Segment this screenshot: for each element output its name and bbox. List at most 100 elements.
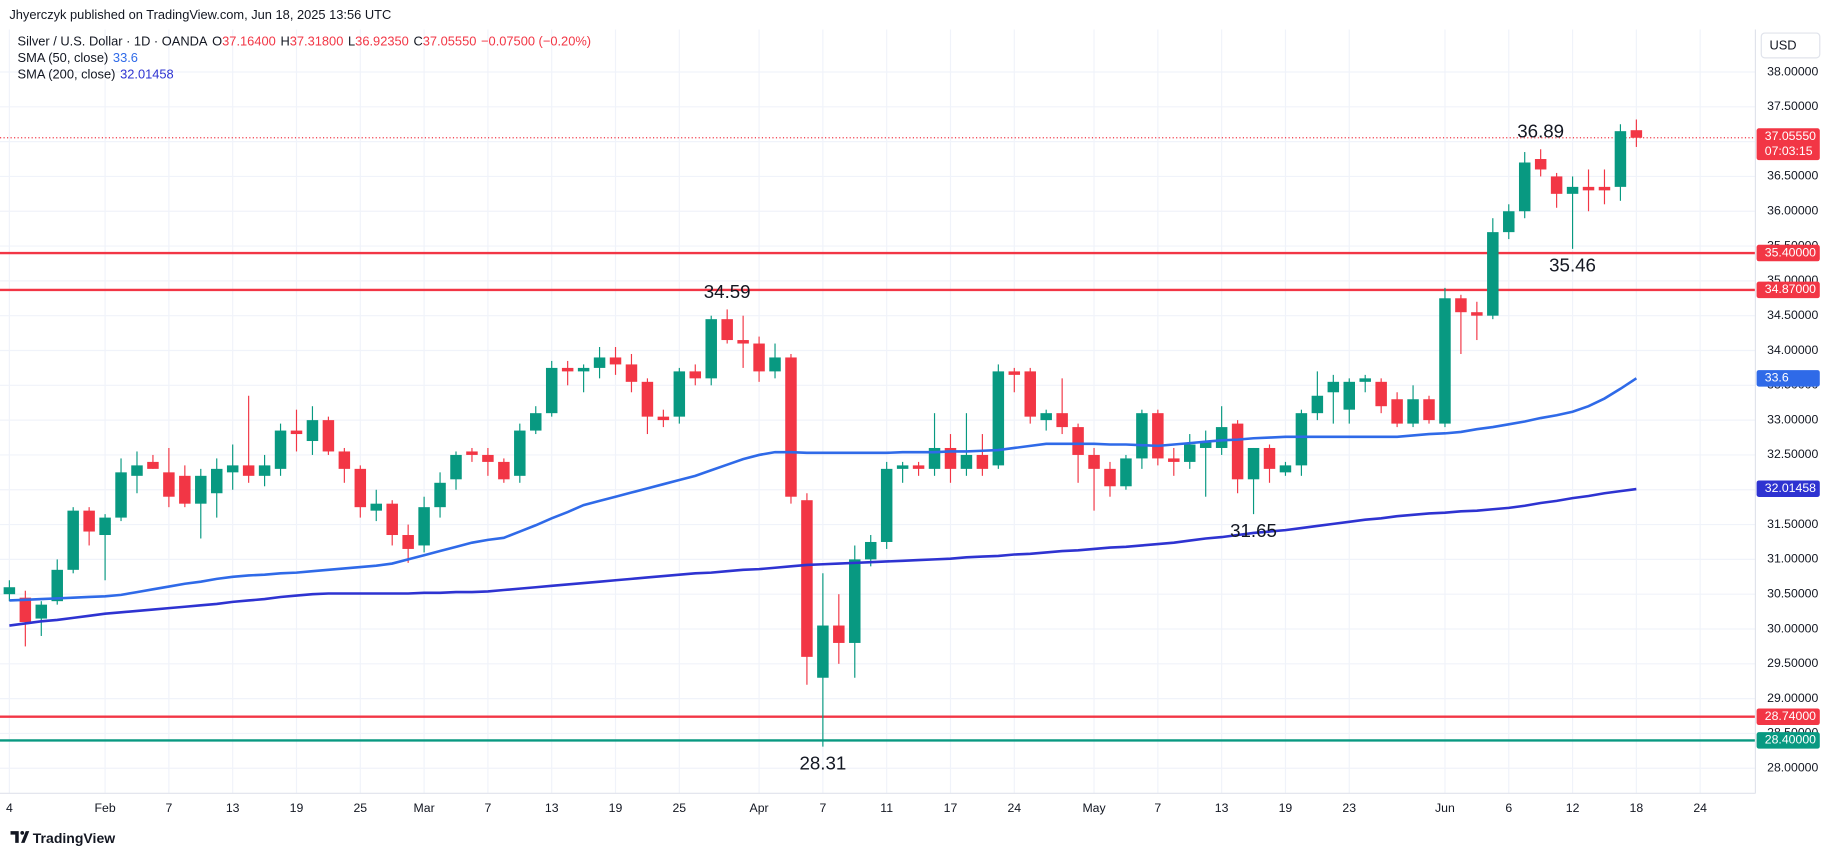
- page: { "header": { "publisher": "Jhyerczyk pu…: [0, 0, 1835, 850]
- y-tick-label: 30.00000: [1767, 621, 1818, 635]
- candle-body: [259, 465, 270, 475]
- candle-body: [1296, 413, 1307, 465]
- ohlc-key: H: [280, 34, 289, 49]
- candle-body: [1439, 298, 1450, 423]
- candle-body: [1487, 232, 1498, 316]
- candle-body: [1232, 424, 1243, 480]
- x-tick-label: Apr: [750, 801, 769, 815]
- x-tick-label: Feb: [95, 801, 116, 815]
- ohlc-key: L: [348, 34, 355, 49]
- candle-body: [1344, 382, 1355, 410]
- candle-body: [466, 451, 477, 454]
- publisher: Jhyerczyk published on TradingView.com, …: [9, 7, 391, 22]
- y-tick-label: 29.50000: [1767, 656, 1818, 670]
- level-label: 28.74000: [1765, 709, 1816, 723]
- level-label: 34.87000: [1765, 282, 1816, 296]
- candle-body: [1136, 413, 1147, 458]
- candle-body: [1423, 399, 1434, 420]
- annotation: 28.31: [799, 752, 846, 773]
- y-tick-label: 38.00000: [1767, 64, 1818, 78]
- sma-badge-label: 32.01458: [1765, 481, 1816, 495]
- ohlc-key: C: [413, 34, 422, 49]
- candle-body: [785, 357, 796, 496]
- candle-body: [1328, 382, 1339, 392]
- last-price-label: 37.05550: [1765, 129, 1816, 143]
- change: −0.07500 (−0.20%): [481, 34, 591, 49]
- ohlc-value: 36.92350: [355, 34, 409, 49]
- candle-body: [131, 465, 142, 475]
- candle-body: [51, 570, 62, 601]
- candle-body: [849, 559, 860, 643]
- y-tick-label: 36.00000: [1767, 203, 1818, 217]
- candle-body: [1184, 444, 1195, 461]
- candle-body: [721, 319, 732, 340]
- candle-body: [1535, 159, 1546, 169]
- candle-body: [514, 431, 525, 476]
- candle-body: [147, 462, 158, 469]
- sma-value: 33.6: [113, 50, 138, 65]
- candle-body: [833, 626, 844, 643]
- candle-body: [705, 319, 716, 378]
- candle-body: [546, 368, 557, 413]
- annotation: 34.59: [704, 281, 751, 302]
- candle-body: [20, 598, 31, 622]
- y-tick-label: 37.50000: [1767, 99, 1818, 113]
- candle-body: [179, 476, 190, 504]
- brand: TradingView: [33, 830, 115, 846]
- candle-body: [1168, 458, 1179, 461]
- candle-body: [291, 431, 302, 434]
- candle-body: [817, 626, 828, 678]
- x-tick-label: Mar: [414, 801, 435, 815]
- candle-body: [610, 357, 621, 364]
- candle-body: [482, 455, 493, 462]
- candle-body: [1375, 382, 1386, 406]
- y-tick-label: 28.00000: [1767, 760, 1818, 774]
- candle-body: [1583, 187, 1594, 190]
- x-tick-label: 25: [672, 801, 686, 815]
- candle-body: [211, 469, 222, 493]
- annotation: 31.65: [1230, 520, 1277, 541]
- candle-body: [1615, 131, 1626, 187]
- candle-body: [402, 535, 413, 549]
- candle-body: [243, 465, 254, 475]
- candle-body: [1009, 371, 1020, 374]
- candle-body: [1359, 378, 1370, 381]
- level-label: 35.40000: [1765, 245, 1816, 259]
- x-tick-label: 11: [880, 801, 893, 815]
- x-tick-label: 13: [545, 801, 559, 815]
- y-tick-label: 30.50000: [1767, 586, 1818, 600]
- candle-body: [1280, 465, 1291, 472]
- candle-body: [562, 368, 573, 371]
- x-tick-label: 4: [6, 801, 13, 815]
- candle-body: [913, 465, 924, 468]
- candle-body: [1152, 413, 1163, 458]
- candle-body: [1120, 458, 1131, 486]
- sma-legend: SMA (50, close)33.6: [18, 50, 138, 65]
- candle-body: [801, 500, 812, 657]
- x-tick-label: 12: [1566, 801, 1580, 815]
- chart: 36.8935.4634.5931.6528.31 28.0000028.500…: [0, 0, 1835, 850]
- candle-body: [530, 413, 541, 430]
- y-tick-label: 36.50000: [1767, 169, 1818, 183]
- candle-body: [1567, 187, 1578, 194]
- candle-body: [1248, 448, 1259, 479]
- ohlc-value: 37.16400: [222, 34, 276, 49]
- candle-body: [371, 504, 382, 511]
- candle-body: [195, 476, 206, 504]
- candle-body: [642, 382, 653, 417]
- x-tick-label: 7: [1154, 801, 1161, 815]
- x-tick-label: 18: [1630, 801, 1644, 815]
- candle-body: [690, 371, 701, 378]
- candle-body: [1312, 396, 1323, 413]
- currency[interactable]: USD: [1769, 37, 1796, 52]
- x-tick-label: 24: [1007, 801, 1021, 815]
- candle-body: [67, 511, 78, 570]
- candle-body: [323, 420, 334, 451]
- x-tick-label: 7: [165, 801, 172, 815]
- x-tick-label: 19: [609, 801, 623, 815]
- candle-body: [1391, 399, 1402, 423]
- sma-name: SMA (200, close): [18, 67, 116, 82]
- x-tick-label: 13: [226, 801, 240, 815]
- candle-body: [99, 518, 110, 535]
- x-tick-label: 19: [1279, 801, 1293, 815]
